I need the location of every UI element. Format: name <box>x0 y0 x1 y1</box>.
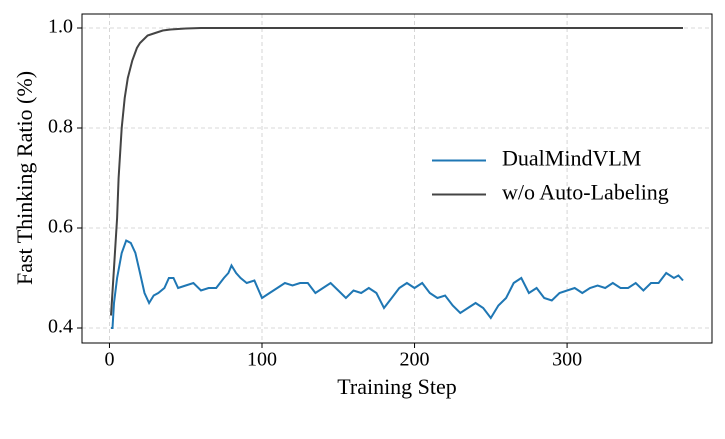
legend-label: DualMindVLM <box>502 146 641 171</box>
y-tick-label: 0.4 <box>48 316 73 338</box>
y-tick-label: 1.0 <box>48 16 73 38</box>
y-tick-label: 0.6 <box>48 216 73 238</box>
data-line <box>111 239 684 329</box>
x-tick-label: 0 <box>104 349 114 371</box>
x-tick-label: 200 <box>400 349 430 371</box>
data-line <box>110 27 683 316</box>
y-tick-label: 0.8 <box>48 116 73 138</box>
x-tick-label: 300 <box>552 349 582 371</box>
plot-frame <box>81 13 713 344</box>
x-axis-label: Training Step <box>337 374 457 399</box>
y-axis-label: Fast Thinking Ratio (%) <box>12 71 37 285</box>
x-tick-label: 100 <box>247 349 277 371</box>
legend-label: w/o Auto-Labeling <box>502 180 669 205</box>
